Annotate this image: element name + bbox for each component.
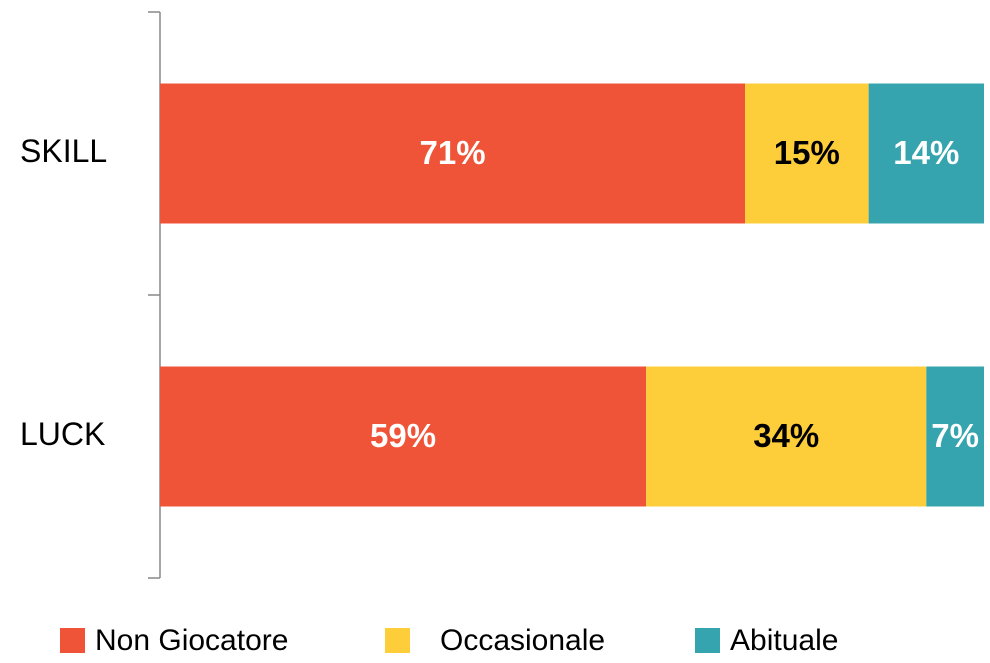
legend-swatch xyxy=(695,628,720,653)
value-label: 15% xyxy=(774,134,840,171)
value-label: 34% xyxy=(753,417,819,454)
legend-swatch xyxy=(385,628,410,653)
legend-swatch xyxy=(60,628,85,653)
bar-segment xyxy=(160,83,746,224)
category-label: LUCK xyxy=(20,416,105,452)
legend-label: Non Giocatore xyxy=(95,624,288,657)
value-label: 7% xyxy=(931,417,979,454)
bar-segment xyxy=(868,83,984,224)
value-label: 14% xyxy=(893,134,959,171)
legend-label: Occasionale xyxy=(440,624,605,657)
value-label: 71% xyxy=(419,134,485,171)
bar-segment xyxy=(926,366,984,507)
bar-segment xyxy=(745,83,869,224)
value-label: 59% xyxy=(370,417,436,454)
bar-segment xyxy=(160,366,647,507)
legend-label: Abituale xyxy=(730,624,838,657)
bar-segment xyxy=(646,366,927,507)
category-label: SKILL xyxy=(20,133,107,169)
